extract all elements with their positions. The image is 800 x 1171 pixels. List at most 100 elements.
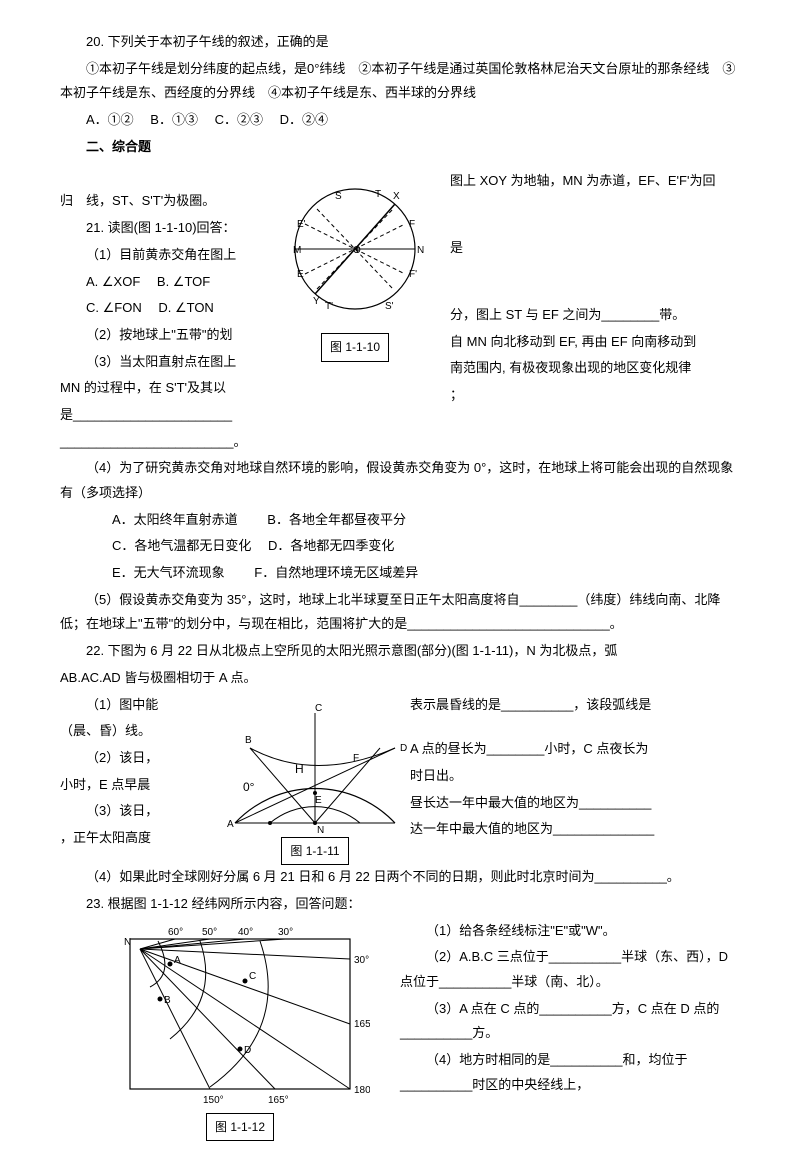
svg-text:D: D bbox=[244, 1045, 251, 1056]
svg-text:D: D bbox=[400, 743, 407, 754]
q21-s4D: D．各地都无四季变化 bbox=[268, 538, 394, 553]
q22-sub3-l: （3）该日， bbox=[60, 799, 200, 824]
q21-options-row1: A. ∠XOF B. ∠TOF bbox=[60, 270, 260, 295]
svg-text:B: B bbox=[164, 995, 171, 1006]
q22-sub3-r: 昼长达一年中最大值的地区为__________ bbox=[410, 791, 740, 816]
q21-sub3b: MN 的过程中，在 S'T'及其以 bbox=[60, 376, 260, 401]
q21-sub3c: 是______________________ bbox=[60, 403, 260, 428]
figure-1-1-10: O X Y M N S F E' F' E T T' S' 图 1-1-10 bbox=[270, 169, 440, 362]
q22-sub2-l2: 小时，E 点早晨 bbox=[60, 773, 200, 798]
q21-block: 归 线，ST、S'T'为极圈。 21. 读图(图 1-1-10)回答： （1）目… bbox=[60, 169, 740, 429]
q21-s4-row3: E．无大气环流现象 F．自然地理环境无区域差异 bbox=[60, 561, 740, 586]
svg-text:C: C bbox=[315, 703, 322, 714]
q22-sub3-r2: 达一年中最大值的地区为______________ bbox=[410, 817, 740, 842]
svg-text:0°: 0° bbox=[243, 780, 255, 794]
svg-text:S: S bbox=[335, 191, 342, 202]
svg-text:N: N bbox=[317, 825, 324, 833]
svg-text:F: F bbox=[409, 219, 415, 230]
q22-sub1-l2: （晨、昏）线。 bbox=[60, 719, 200, 744]
svg-text:S': S' bbox=[385, 301, 394, 312]
q20-optC: C．②③ bbox=[215, 112, 263, 127]
q21-s4C: C．各地气温都无日变化 bbox=[112, 538, 251, 553]
q21-intro-left: 归 线，ST、S'T'为极圈。 bbox=[60, 189, 260, 214]
q20-optB: B．①③ bbox=[150, 112, 198, 127]
q21-sub3-rightc: ； bbox=[450, 383, 740, 408]
svg-text:T': T' bbox=[325, 301, 333, 312]
q21-sub3c-cont: ________________________。 bbox=[60, 430, 740, 455]
svg-text:T: T bbox=[375, 189, 381, 200]
q21-options-row2: C. ∠FON D. ∠TON bbox=[60, 296, 260, 321]
section2-label: 二、综合题 bbox=[60, 135, 740, 160]
q23-stem: 23. 根据图 1-1-12 经纬网所示内容，回答问题： bbox=[60, 892, 740, 917]
q22-sub3-l2: ，正午太阳高度 bbox=[60, 826, 200, 851]
svg-text:A: A bbox=[227, 819, 234, 830]
svg-text:50°: 50° bbox=[202, 927, 217, 938]
q22-sub1-r: 表示晨昏线的是__________，该段弧线是 bbox=[410, 693, 740, 718]
svg-text:H: H bbox=[295, 762, 304, 776]
q21-sub1-right: 是 bbox=[450, 236, 740, 261]
q22-sub2-l: （2）该日， bbox=[60, 746, 200, 771]
figure-1-1-12: A B C D N 60° 50° 40° 30° 30° 165° 180° … bbox=[100, 919, 380, 1142]
svg-text:E: E bbox=[297, 269, 304, 280]
q21-s4-row2: C．各地气温都无日变化 D．各地都无四季变化 bbox=[60, 534, 740, 559]
svg-text:30°: 30° bbox=[278, 927, 293, 938]
svg-text:180°: 180° bbox=[354, 1085, 370, 1096]
q21-optA: A. ∠XOF bbox=[86, 274, 140, 289]
q22-stem: 22. 下图为 6 月 22 日从北极点上空所见的太阳光照示意图(部分)(图 1… bbox=[60, 639, 740, 664]
q20-optA: A．①② bbox=[86, 112, 134, 127]
q21-optC: C. ∠FON bbox=[86, 300, 142, 315]
q21-sub4: （4）为了研究黄赤交角对地球自然环境的影响，假设黄赤交角变为 0°，这时，在地球… bbox=[60, 456, 740, 505]
svg-text:O: O bbox=[353, 245, 361, 256]
svg-text:A: A bbox=[174, 955, 181, 966]
q23-sub2: （2）A.B.C 三点位于__________半球（东、西），D 点位于____… bbox=[400, 945, 740, 994]
svg-text:60°: 60° bbox=[168, 927, 183, 938]
fig-1-1-11-caption: 图 1-1-11 bbox=[281, 837, 348, 866]
q21-s4E: E．无大气环流现象 bbox=[112, 565, 225, 580]
svg-text:N: N bbox=[417, 245, 424, 256]
q21-intro-right: 图上 XOY 为地轴，MN 为赤道，EF、E'F'为回 bbox=[450, 169, 740, 194]
svg-text:165°: 165° bbox=[268, 1095, 289, 1106]
svg-text:Y: Y bbox=[313, 296, 320, 307]
q21-optD: D. ∠TON bbox=[158, 300, 213, 315]
q21-sub3-righta: 自 MN 向北移动到 EF, 再由 EF 向南移动到 bbox=[450, 330, 740, 355]
q23-sub3: （3）A 点在 C 点的__________方，C 点在 D 点的_______… bbox=[400, 997, 740, 1046]
q21-s4B: B．各地全年都昼夜平分 bbox=[267, 512, 406, 527]
q23-sub1: （1）给各条经线标注"E"或"W"。 bbox=[400, 919, 740, 944]
svg-text:B: B bbox=[245, 735, 252, 746]
svg-text:40°: 40° bbox=[238, 927, 253, 938]
fig-1-1-10-caption: 图 1-1-10 bbox=[321, 333, 389, 362]
q22-sub1-l: （1）图中能 bbox=[60, 693, 200, 718]
svg-text:165°: 165° bbox=[354, 1019, 370, 1030]
svg-text:M: M bbox=[293, 245, 301, 256]
q21-sub3-rightb: 南范围内, 有极夜现象出现的地区变化规律 bbox=[450, 356, 740, 381]
q21-s4-row1: A．太阳终年直射赤道 B．各地全年都昼夜平分 bbox=[60, 508, 740, 533]
svg-text:C: C bbox=[249, 971, 256, 982]
fig-1-1-12-caption: 图 1-1-12 bbox=[206, 1113, 274, 1142]
q21-s4A: A．太阳终年直射赤道 bbox=[112, 512, 238, 527]
svg-text:F: F bbox=[353, 753, 359, 764]
q21-s4F: F．自然地理环境无区域差异 bbox=[254, 565, 418, 580]
svg-text:30°: 30° bbox=[354, 955, 369, 966]
q21-sub1: （1）目前黄赤交角在图上 bbox=[60, 243, 260, 268]
q20-stem: 20. 下列关于本初子午线的叙述，正确的是 bbox=[60, 30, 740, 55]
figure-1-1-11: C B D A F H E N 0° 图 1-1-11 bbox=[210, 693, 420, 866]
svg-text:150°: 150° bbox=[203, 1095, 224, 1106]
svg-text:F': F' bbox=[409, 269, 417, 280]
q21-optB: B. ∠TOF bbox=[157, 274, 210, 289]
q20-items: ①本初子午线是划分纬度的起点线，是0°纬线 ②本初子午线是通过英国伦敦格林尼治天… bbox=[60, 57, 740, 106]
q23-block: A B C D N 60° 50° 40° 30° 30° 165° 180° … bbox=[60, 919, 740, 1142]
q20-optD: D．②④ bbox=[280, 112, 328, 127]
q22-sub2-r: A 点的昼长为________小时，C 点夜长为 bbox=[410, 737, 740, 762]
svg-text:E: E bbox=[315, 795, 322, 806]
q23-sub4: （4）地方时相同的是__________和，均位于__________时区的中央… bbox=[400, 1048, 740, 1097]
q21-stem: 21. 读图(图 1-1-10)回答： bbox=[60, 216, 260, 241]
svg-text:N: N bbox=[124, 937, 131, 948]
q21-sub3: （3）当太阳直射点在图上 bbox=[60, 350, 260, 375]
q20-options: A．①② B．①③ C．②③ D．②④ bbox=[60, 108, 740, 133]
q21-sub2-right: 分，图上 ST 与 EF 之间为________带。 bbox=[450, 303, 740, 328]
q22-sub2-r2: 时日出。 bbox=[410, 764, 740, 789]
svg-text:E': E' bbox=[297, 219, 306, 230]
q21-sub5: （5）假设黄赤交角变为 35°，这时，地球上北半球夏至日正午太阳高度将自____… bbox=[60, 588, 740, 637]
q22-sub4: （4）如果此时全球刚好分属 6 月 21 日和 6 月 22 日两个不同的日期，… bbox=[60, 865, 740, 890]
svg-text:X: X bbox=[393, 191, 400, 202]
